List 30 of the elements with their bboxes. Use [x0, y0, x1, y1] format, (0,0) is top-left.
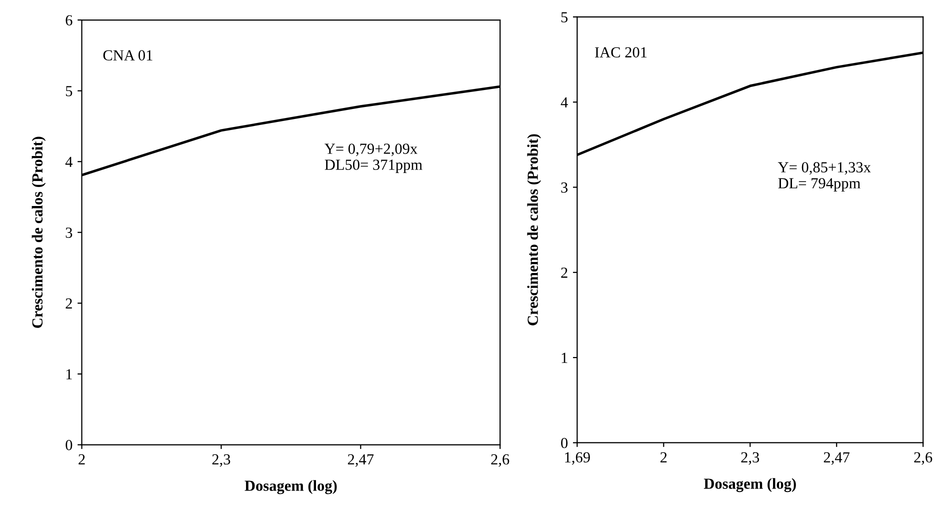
annotation: CNA 01: [103, 50, 152, 60]
annotation: Y= 0,79+2,09x DL50= 371ppm: [324, 144, 422, 174]
y-tick-label: 0: [66, 440, 72, 450]
x-axis-title: Dosagem (log): [704, 478, 796, 492]
x-tick-label: 2,3: [741, 452, 760, 465]
x-tick-label: 2,6: [491, 454, 510, 467]
y-tick-label: 1: [562, 352, 568, 363]
y-tick-label: 1: [66, 369, 72, 380]
y-tick-label: 6: [66, 15, 72, 26]
x-tick-label: 1,69: [565, 452, 590, 465]
x-tick-label: 2,6: [914, 452, 932, 465]
y-tick-label: 5: [561, 12, 568, 22]
x-tick-label: 2,47: [348, 454, 374, 467]
y-tick-label: 2: [561, 268, 568, 278]
y-tick-label: 4: [65, 156, 73, 167]
y-tick-label: 5: [66, 86, 72, 96]
y-tick-label: 0: [561, 438, 568, 448]
x-tick-label: 2,47: [824, 452, 850, 465]
annotation: Y= 0,85+1,33x DL= 794ppm: [778, 162, 871, 192]
annotation: IAC 201: [595, 47, 647, 58]
x-tick-label: 2: [78, 454, 85, 464]
y-axis-title: Crescimento de calos (Probit): [32, 136, 46, 328]
y-axis-title: Crescimento de calos (Probit): [527, 134, 542, 326]
y-tick-label: 3: [66, 228, 72, 238]
y-tick-label: 4: [560, 97, 568, 108]
x-tick-label: 2,3: [212, 454, 230, 467]
y-tick-label: 2: [66, 298, 72, 308]
y-tick-label: 3: [561, 182, 568, 193]
x-tick-label: 2: [660, 452, 667, 462]
x-axis-title: Dosagem (log): [244, 480, 337, 494]
